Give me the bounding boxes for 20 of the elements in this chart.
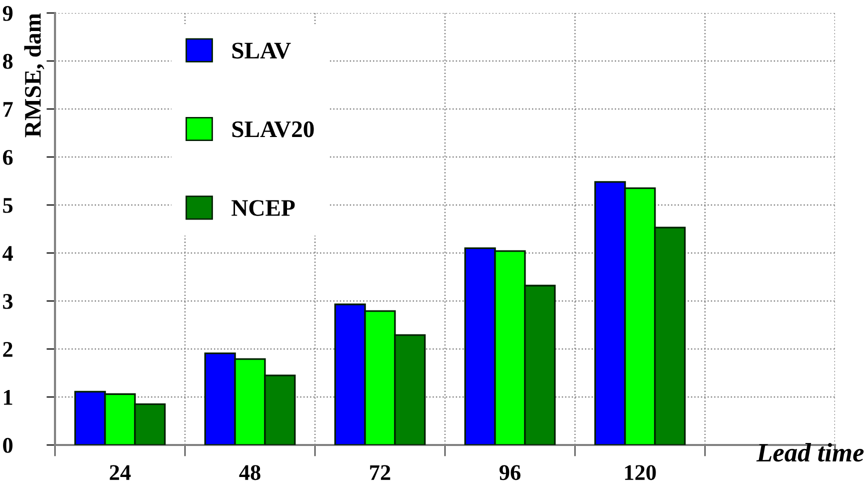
legend-label: NCEP — [232, 200, 295, 216]
x-tick-label: 96 — [499, 465, 520, 480]
y-axis-title: RMSE, dam — [24, 13, 44, 138]
y-tick-label: 5 — [3, 198, 13, 213]
y-tick-label: 0 — [3, 438, 12, 453]
x-axis-title: Lead time — [756, 443, 864, 462]
y-tick-label: 7 — [3, 102, 13, 117]
x-tick-label: 120 — [625, 465, 656, 480]
legend-label: SLAV — [232, 42, 291, 59]
y-tick-label: 8 — [2, 54, 13, 69]
y-tick-label: 3 — [3, 294, 13, 309]
y-tick-label: 9 — [2, 6, 13, 21]
y-tick-label: 4 — [2, 246, 13, 261]
x-tick-label: 72 — [370, 465, 390, 480]
y-tick-label: 2 — [3, 342, 12, 357]
x-tick-label: 48 — [239, 465, 260, 480]
legend-label: SLAV20 — [232, 121, 314, 138]
y-tick-label: 6 — [2, 150, 13, 165]
y-tick-label: 1 — [4, 390, 12, 405]
x-tick-label: 24 — [110, 465, 131, 480]
